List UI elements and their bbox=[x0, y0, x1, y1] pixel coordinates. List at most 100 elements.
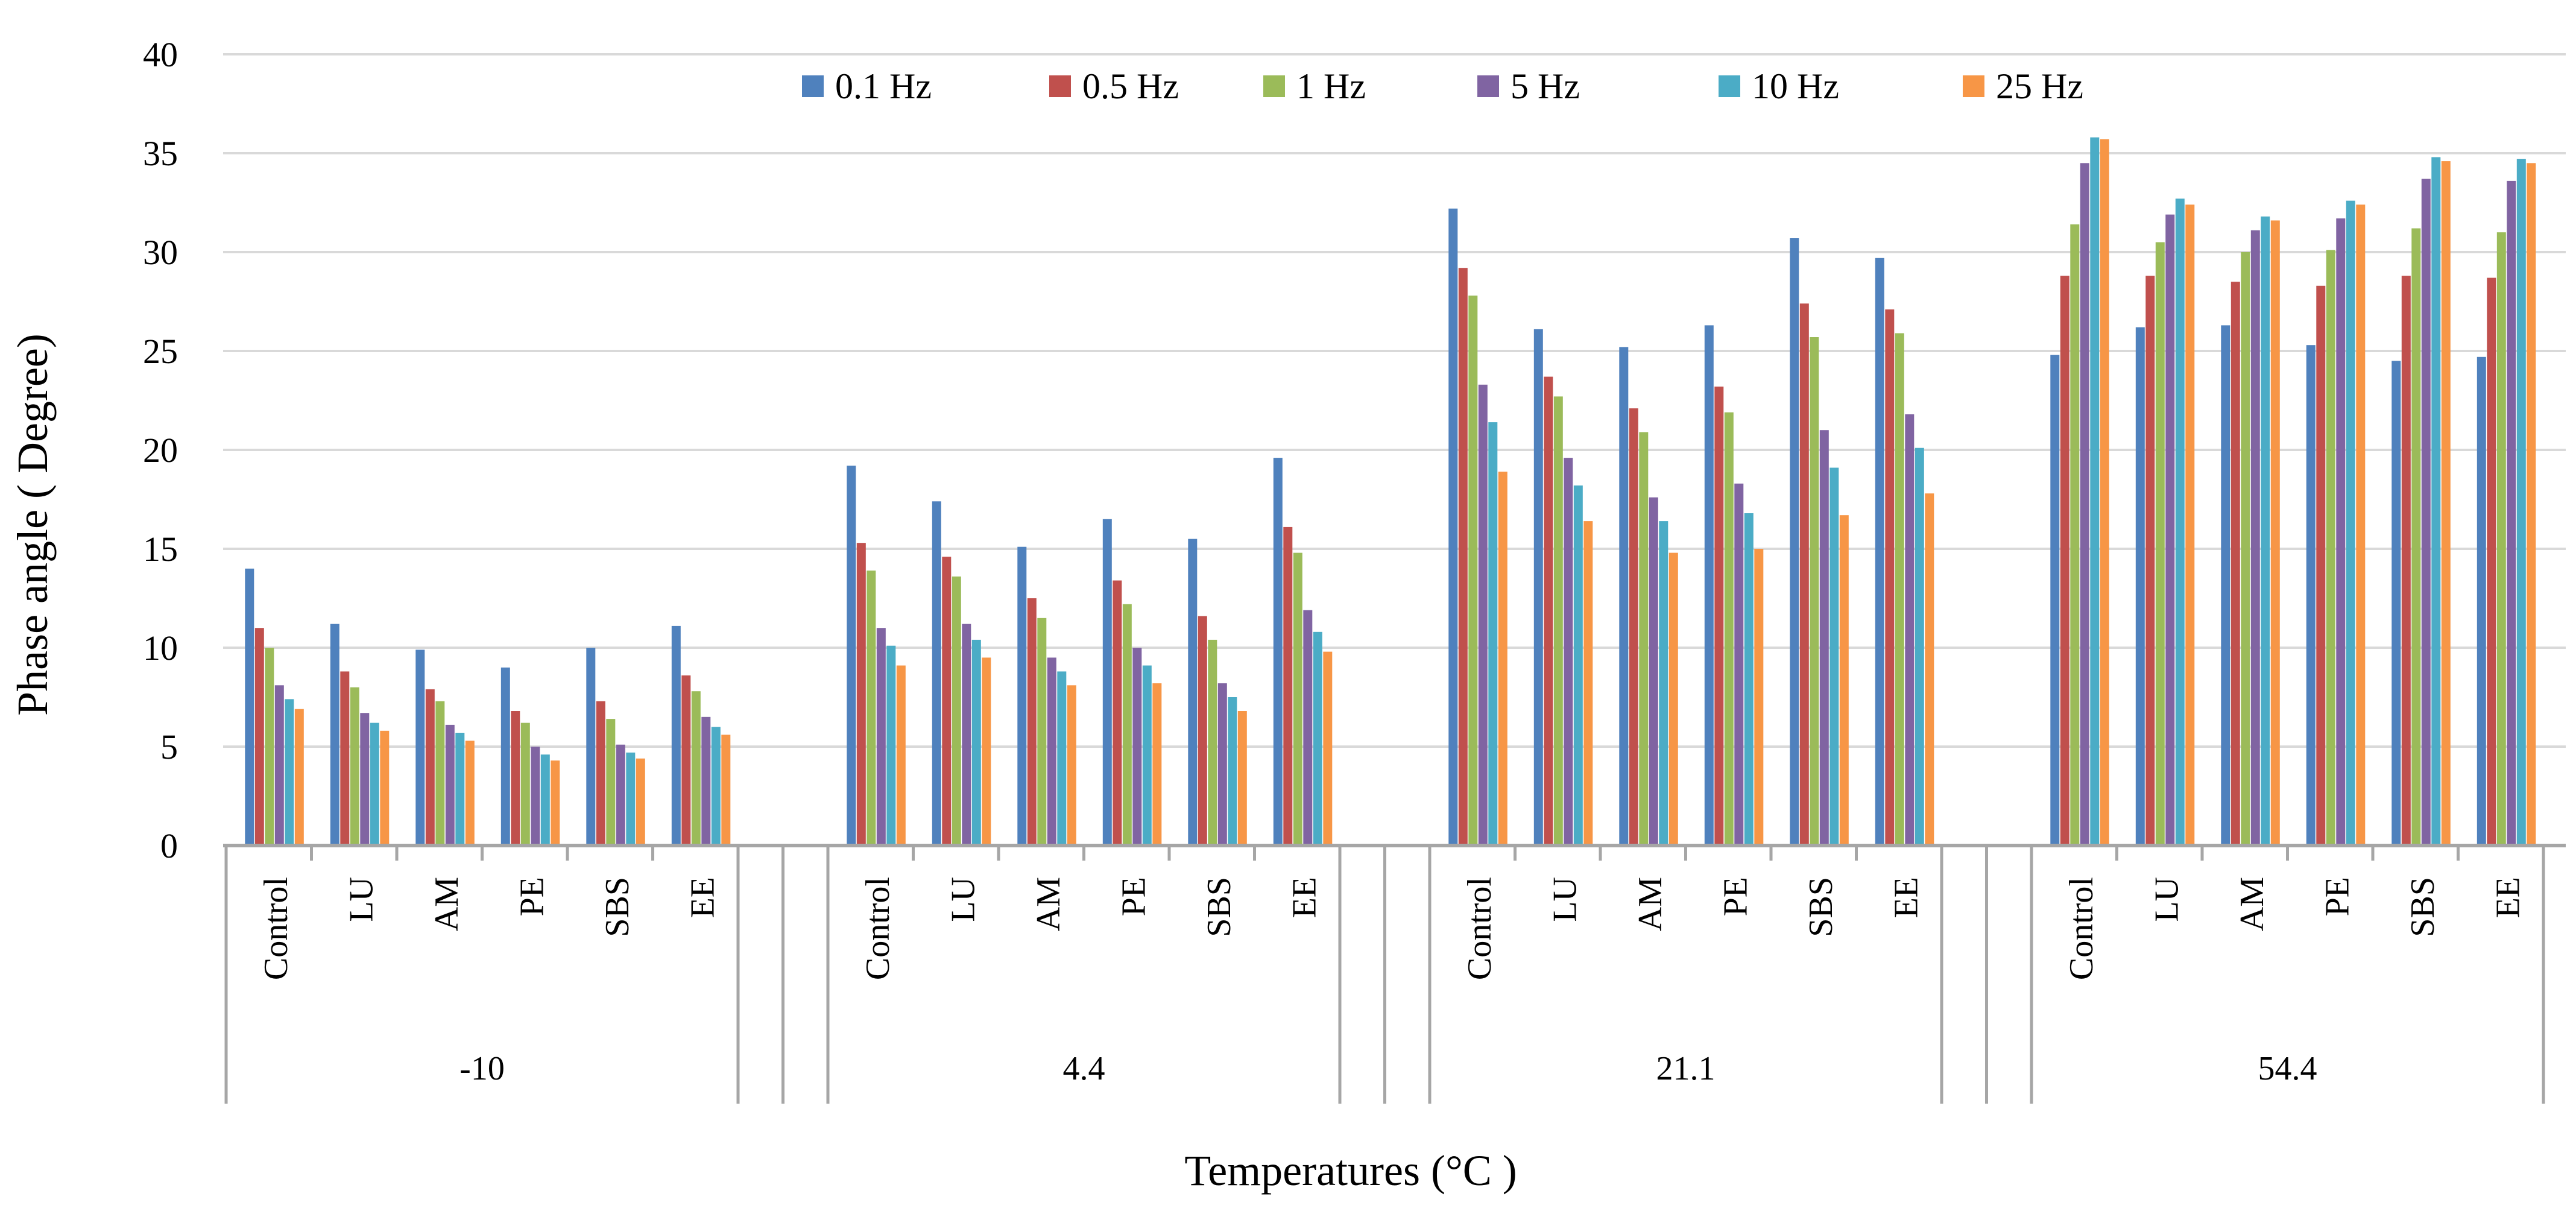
category-label: EE bbox=[1286, 877, 1323, 918]
bar bbox=[1283, 526, 1293, 846]
bar bbox=[2165, 214, 2175, 846]
bar bbox=[2441, 161, 2451, 846]
bar bbox=[1152, 683, 1162, 846]
category-label: Control bbox=[1461, 877, 1498, 980]
category-label: LU bbox=[343, 877, 380, 922]
bar bbox=[1668, 552, 1678, 846]
bar bbox=[1237, 711, 1247, 846]
bar bbox=[1799, 303, 1809, 846]
bar bbox=[2306, 345, 2316, 846]
bar bbox=[626, 752, 636, 846]
bar bbox=[1293, 552, 1302, 846]
bar bbox=[360, 713, 370, 846]
bar bbox=[2050, 355, 2060, 846]
legend-swatch bbox=[1719, 75, 1740, 97]
bar bbox=[2487, 277, 2496, 846]
bar bbox=[2507, 180, 2516, 846]
bar bbox=[2100, 139, 2109, 846]
bar bbox=[1017, 546, 1027, 846]
legend-label: 25 Hz bbox=[1996, 66, 2083, 106]
bar bbox=[254, 628, 264, 846]
bar bbox=[1228, 697, 1237, 846]
category-label: EE bbox=[1887, 877, 1925, 918]
bar bbox=[2060, 276, 2069, 846]
bar bbox=[1704, 325, 1714, 846]
bar bbox=[340, 671, 350, 846]
y-axis-ticks: 0 5 10 15 20 25 30 35 40 bbox=[143, 35, 178, 865]
legend-swatch bbox=[1049, 75, 1071, 97]
category-label: LU bbox=[1546, 877, 1583, 922]
bar bbox=[285, 699, 294, 846]
category-label: PE bbox=[513, 877, 551, 916]
bar bbox=[265, 648, 274, 846]
category-label: Control bbox=[859, 877, 897, 980]
category-label: PE bbox=[1717, 877, 1754, 916]
bar bbox=[370, 722, 379, 846]
bar bbox=[330, 624, 339, 846]
bar bbox=[1488, 422, 1498, 846]
y-tick-label: 15 bbox=[143, 530, 178, 569]
category-label: SBS bbox=[599, 877, 636, 937]
bar bbox=[245, 568, 254, 846]
category-label: AM bbox=[2233, 877, 2271, 931]
category-label: AM bbox=[1030, 877, 1067, 931]
bar bbox=[2135, 327, 2145, 846]
bar bbox=[455, 733, 465, 846]
bar bbox=[540, 754, 550, 846]
bar bbox=[1468, 296, 1478, 846]
bar bbox=[2090, 137, 2100, 846]
bar bbox=[2527, 163, 2536, 846]
bar bbox=[856, 543, 866, 846]
group-label: 4.4 bbox=[1063, 1050, 1105, 1087]
bar bbox=[1829, 467, 1839, 846]
bar bbox=[2336, 218, 2346, 846]
bar bbox=[2070, 224, 2080, 846]
bar bbox=[2326, 250, 2335, 846]
bar bbox=[982, 657, 991, 846]
legend-swatch bbox=[802, 75, 824, 97]
bar bbox=[1629, 408, 1638, 846]
legend-label: 0.5 Hz bbox=[1082, 66, 1179, 106]
bar bbox=[1273, 458, 1283, 846]
bar bbox=[2185, 204, 2195, 846]
category-label: SBS bbox=[1802, 877, 1840, 937]
bar bbox=[1564, 458, 1573, 846]
bar bbox=[1659, 521, 1668, 846]
legend-label: 5 Hz bbox=[1511, 66, 1580, 106]
bar bbox=[896, 665, 906, 846]
bar bbox=[876, 628, 886, 846]
bar bbox=[2401, 276, 2411, 846]
bar bbox=[1458, 268, 1468, 846]
bar bbox=[274, 685, 284, 846]
bar bbox=[551, 760, 560, 846]
bar bbox=[1102, 519, 1112, 846]
legend-label: 0.1 Hz bbox=[835, 66, 932, 106]
y-tick-label: 30 bbox=[143, 233, 178, 272]
bar bbox=[952, 576, 961, 846]
bar bbox=[1905, 414, 1915, 846]
y-tick-label: 10 bbox=[143, 628, 178, 668]
group-label: 54.4 bbox=[2258, 1050, 2317, 1087]
bar bbox=[1217, 683, 1227, 846]
bar bbox=[867, 571, 876, 846]
bar bbox=[435, 701, 445, 846]
bar bbox=[1533, 329, 1543, 846]
bar bbox=[636, 758, 645, 846]
bar bbox=[1583, 521, 1593, 846]
bar bbox=[1810, 337, 1819, 846]
bar bbox=[511, 711, 520, 846]
bar bbox=[1208, 639, 1217, 846]
legend-swatch bbox=[1963, 75, 1984, 97]
bar bbox=[1790, 238, 1799, 846]
bar bbox=[1047, 657, 1056, 846]
bar bbox=[1478, 384, 1488, 846]
bar bbox=[2250, 230, 2260, 846]
bar bbox=[1498, 472, 1507, 846]
bar bbox=[500, 667, 510, 846]
category-label: AM bbox=[428, 877, 466, 931]
bar bbox=[1573, 485, 1583, 846]
bar bbox=[1313, 631, 1322, 846]
bar bbox=[1895, 333, 1904, 846]
bar bbox=[2241, 252, 2250, 846]
bar bbox=[2431, 157, 2441, 846]
